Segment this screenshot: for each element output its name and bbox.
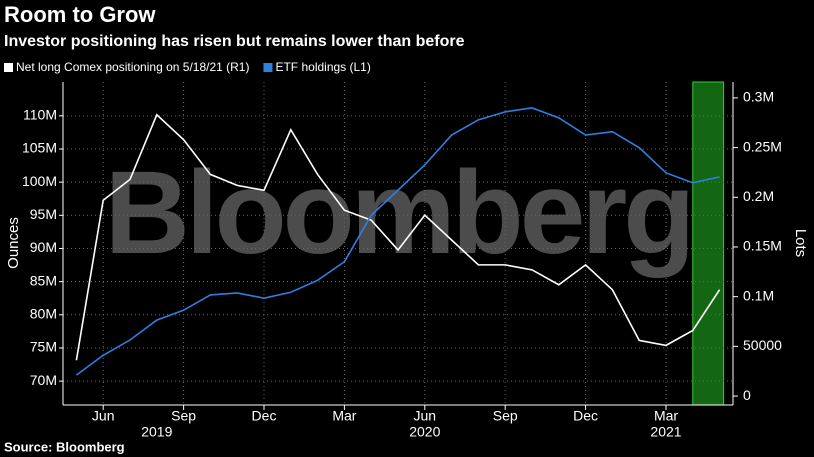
series-line [75, 113, 721, 361]
y2-tick-label: 50000 [743, 337, 782, 353]
x-tick-label: Jun [414, 408, 437, 424]
highlight-band [692, 81, 725, 406]
y2-tick-label: 0.1M [743, 287, 774, 303]
x-tick-label: Sep [493, 408, 518, 424]
x-year-label: 2019 [141, 424, 172, 440]
y2-tick-label: 0 [743, 387, 751, 403]
y-tick-label: 90M [30, 239, 57, 255]
legend-swatch [4, 63, 13, 72]
x-tick-label: Sep [171, 408, 196, 424]
x-year-label: 2020 [409, 424, 440, 440]
y2-tick-label: 0.3M [743, 89, 774, 105]
y-tick-label: 85M [30, 272, 57, 288]
y2-tick-label: 0.25M [743, 138, 782, 154]
y-tick-label: 100M [22, 173, 57, 189]
x-tick-label: Jun [92, 408, 115, 424]
y-tick-label: 80M [30, 306, 57, 322]
y2-axis-title: Lots [792, 229, 809, 257]
legend-label: ETF holdings (L1) [275, 60, 370, 74]
x-tick-label: Mar [654, 408, 678, 424]
y-tick-label: 110M [23, 107, 57, 123]
y-tick-label: 70M [30, 372, 57, 388]
watermark: Bloomberg [105, 147, 692, 279]
chart-subtitle: Investor positioning has risen but remai… [4, 33, 465, 50]
y2-tick-label: 0.15M [743, 238, 782, 254]
legend-label: Net long Comex positioning on 5/18/21 (R… [16, 60, 249, 74]
x-tick-label: Mar [332, 408, 356, 424]
y-tick-label: 105M [22, 140, 57, 156]
y-axis-title: Ounces [5, 217, 22, 269]
x-tick-label: Dec [573, 408, 598, 424]
chart-title: Room to Grow [4, 2, 156, 27]
y2-tick-label: 0.2M [743, 188, 774, 204]
y-tick-label: 75M [30, 339, 57, 355]
series-line [75, 107, 720, 376]
legend-swatch [263, 63, 273, 72]
y-tick-label: 95M [30, 206, 57, 222]
source: Source: Bloomberg [4, 439, 125, 454]
x-tick-label: Dec [252, 408, 277, 424]
x-year-label: 2021 [650, 424, 681, 440]
